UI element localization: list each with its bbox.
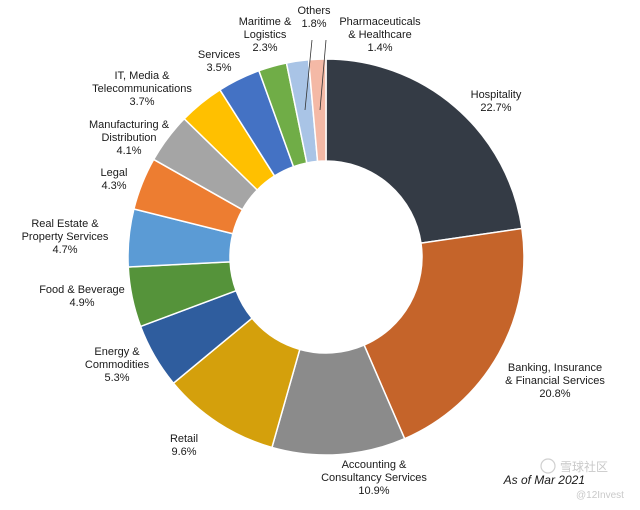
watermark-text: 雪球社区 bbox=[560, 459, 608, 474]
label-energy-and-commodities: Energy & Commodities 5.3% bbox=[85, 346, 150, 384]
slices-group bbox=[127, 58, 525, 456]
as-of-note: As of Mar 2021 bbox=[503, 473, 585, 487]
label-retail: Retail 9.6% bbox=[170, 433, 198, 458]
leader-pharmaceuticals-and-healthcare bbox=[319, 39, 327, 111]
label-legal: Legal 4.3% bbox=[101, 167, 128, 192]
slice-pharmaceuticals-and-healthcare bbox=[307, 58, 327, 163]
label-manufacturing-and-distribution: Manufacturing & Distribution 4.1% bbox=[89, 119, 170, 157]
label-services: Services 3.5% bbox=[198, 49, 241, 74]
leader-lines bbox=[304, 39, 327, 111]
watermark-handle: @12Invest bbox=[576, 490, 624, 501]
watermark-icon bbox=[540, 458, 556, 474]
watermark: 雪球社区 @12Invest bbox=[540, 458, 624, 501]
labels-group: Hospitality 22.7% Banking, Insurance & Fina… bbox=[22, 5, 606, 497]
label-others: Others 1.8% bbox=[297, 5, 331, 30]
slice-banking-insurance-and-financial-services bbox=[363, 227, 525, 440]
slice-hospitality bbox=[325, 58, 523, 245]
label-real-estate-and-property-services: Real Estate & Property Services 4.7% bbox=[22, 218, 109, 256]
label-maritime-and-logistics: Maritime & Logistics 2.3% bbox=[239, 16, 292, 54]
label-banking-insurance-and-financial-services: Banking, Insurance & Financial Services 20… bbox=[505, 362, 605, 400]
label-accounting-and-consultancy-services: Accounting & Consultancy Services 10.9% bbox=[321, 459, 427, 497]
label-it-media-and-telecommunications: IT, Media & Telecommunications 3.7% bbox=[92, 70, 192, 108]
label-pharmaceuticals-and-healthcare: Pharmaceuticals & Healthcare 1.4% bbox=[339, 16, 421, 54]
label-food-and-beverage: Food & Beverage 4.9% bbox=[39, 284, 125, 309]
label-hospitality: Hospitality 22.7% bbox=[471, 89, 522, 114]
leader-others bbox=[304, 39, 313, 111]
